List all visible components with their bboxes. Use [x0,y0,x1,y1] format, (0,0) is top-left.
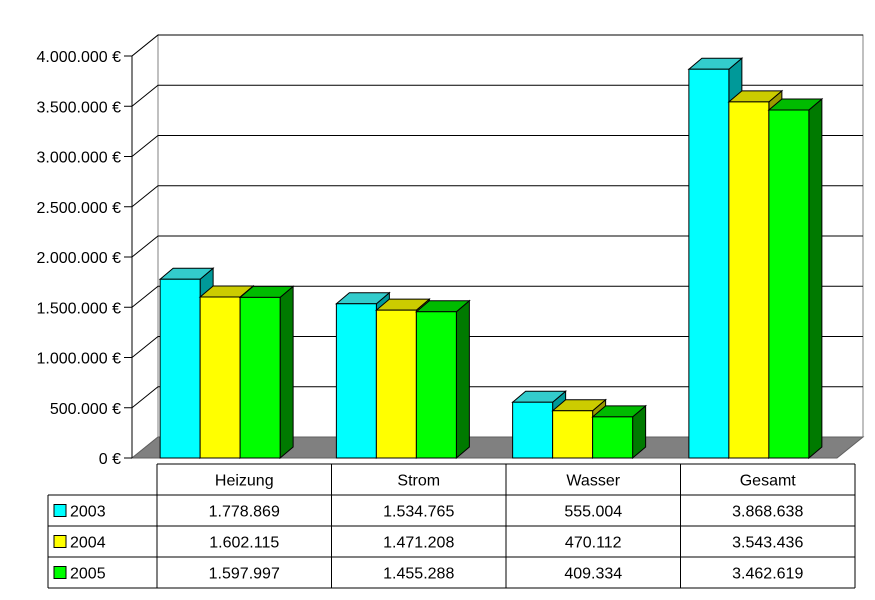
data-label: 470.112 [565,535,622,552]
data-label: 409.334 [564,566,622,583]
y-tick-label: 3.000.000 € [36,150,121,167]
bar [336,304,376,458]
category-label: Gesamt [740,473,797,490]
legend-swatch [54,567,66,579]
data-label: 1.597.997 [209,566,280,583]
data-label: 555.004 [564,504,622,521]
y-tick-label: 1.000.000 € [36,351,121,368]
bar [200,297,240,458]
data-label: 1.534.765 [383,504,454,521]
y-tick-label: 2.000.000 € [36,250,121,267]
bar [513,402,553,458]
data-label: 1.778.869 [209,504,280,521]
y-tick-label: 3.500.000 € [36,99,121,116]
bar-side [456,301,469,458]
y-tick-label: 2.500.000 € [36,200,121,217]
data-label: 3.462.619 [732,566,803,583]
bar-side [809,99,822,458]
category-label: Wasser [566,473,620,490]
data-label: 1.471.208 [383,535,454,552]
bar-side [280,286,293,458]
legend-label: 2004 [70,535,106,552]
legend-swatch [54,505,66,517]
legend-label: 2005 [70,566,106,583]
y-tick-label: 4.000.000 € [36,49,121,66]
y-tick-label: 1.500.000 € [36,300,121,317]
data-label: 3.543.436 [732,535,803,552]
bar [593,417,633,458]
bar [689,69,729,458]
bar [729,102,769,458]
data-label: 3.868.638 [732,504,803,521]
bar [416,312,456,458]
bar [240,297,280,458]
data-label: 1.602.115 [209,535,279,552]
y-tick-label: 500.000 € [50,401,121,418]
legend-swatch [54,536,66,548]
category-label: Heizung [215,473,274,490]
category-label: Strom [397,473,440,490]
bar [769,110,809,458]
data-label: 1.455.288 [383,566,454,583]
bar [376,310,416,458]
bar [160,279,200,458]
legend-label: 2003 [70,504,106,521]
y-tick-label: 0 € [99,451,121,468]
bar [553,411,593,458]
